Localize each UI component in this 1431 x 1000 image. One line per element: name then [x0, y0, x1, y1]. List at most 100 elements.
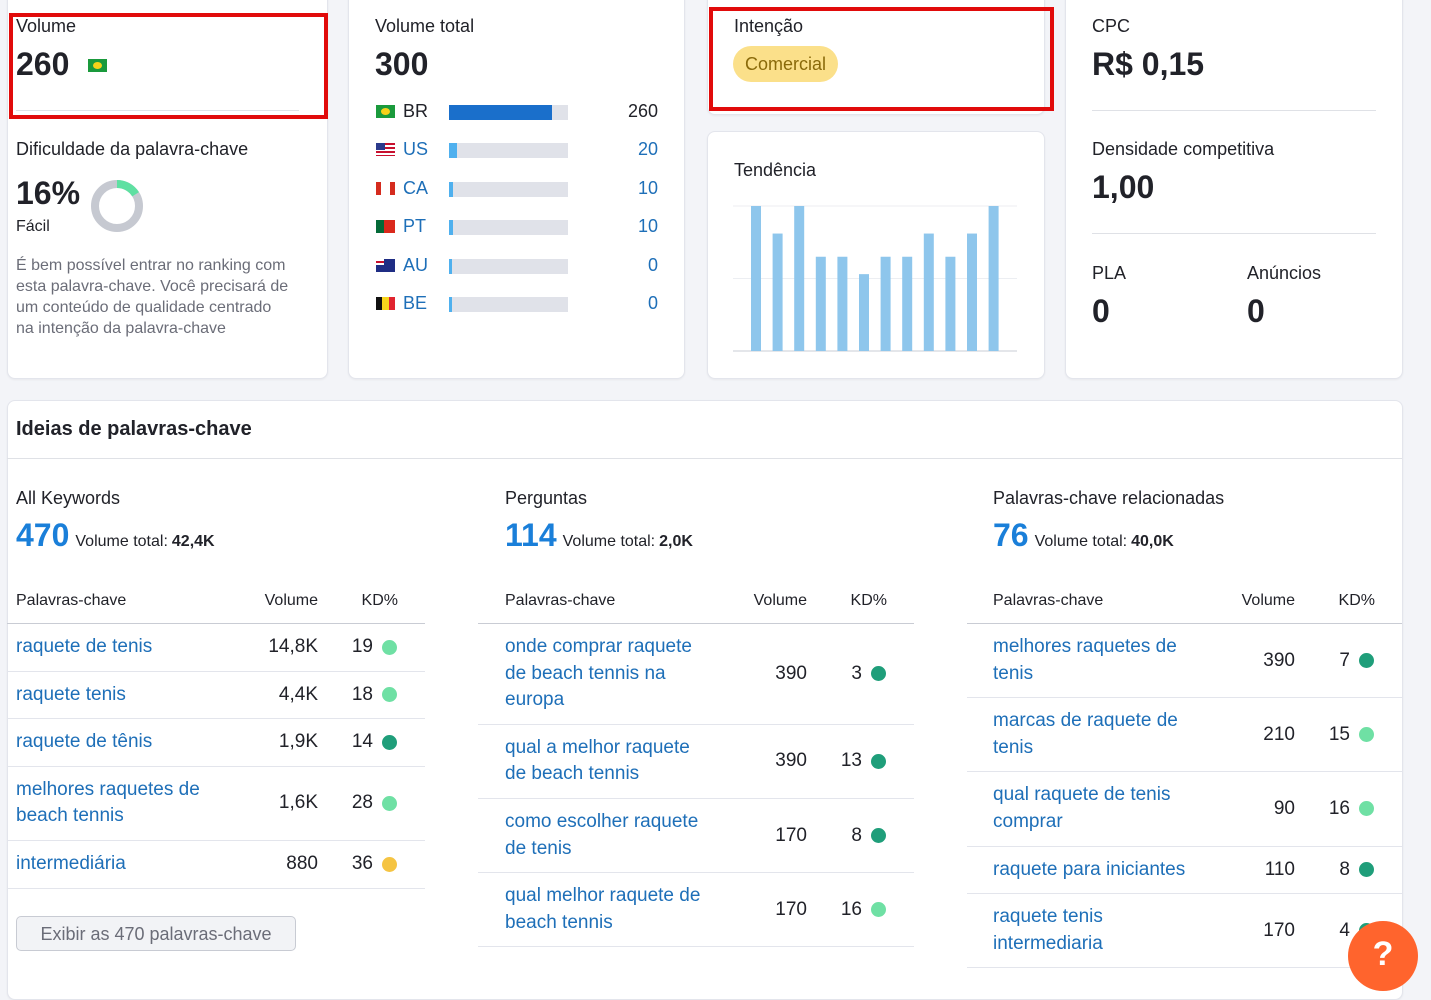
- keyword-link[interactable]: como escolher raquete de tenis: [505, 810, 699, 859]
- cpc-label: CPC: [1092, 16, 1131, 36]
- pla-label: PLA: [1092, 263, 1127, 283]
- keyword-row: onde comprar raquete de beach tennis na …: [478, 624, 914, 725]
- keyword-row: raquete de tênis 1,9K 14: [7, 719, 425, 767]
- country-bar: [449, 220, 453, 236]
- country-track: [449, 220, 568, 236]
- kd-dot: [382, 639, 397, 655]
- trend-bar: [967, 233, 977, 351]
- volume-cell: 210: [1263, 723, 1295, 745]
- kd-cell: 28: [351, 792, 373, 814]
- column-title: Palavras-chave relacionadas: [993, 488, 1225, 508]
- flag-icon: [376, 220, 395, 234]
- column-summary: 470 Volume total: 42,4K: [16, 517, 215, 554]
- keyword-row: marcas de raquete de tenis 210 15: [967, 698, 1402, 773]
- intent-label: Intenção: [734, 16, 804, 36]
- keyword-link[interactable]: raquete tenis intermediaria: [993, 906, 1103, 954]
- help-button[interactable]: ?: [1348, 921, 1418, 991]
- keyword-link[interactable]: raquete de tênis: [16, 731, 153, 753]
- keyword-link[interactable]: raquete tenis: [16, 683, 126, 705]
- kd-cell: 8: [851, 824, 862, 846]
- header-volume: Volume: [264, 592, 318, 609]
- keyword-table: onde comprar raquete de beach tennis na …: [478, 623, 914, 948]
- column-summary: 114 Volume total: 2,0K: [505, 517, 693, 554]
- volume-label: Volume: [16, 16, 77, 36]
- kd-dot: [1359, 862, 1374, 878]
- flag-icon: [376, 181, 395, 195]
- keyword-link[interactable]: melhores raquetes de tenis: [993, 636, 1177, 684]
- kd-cell: 36: [351, 853, 373, 875]
- keyword-row: raquete tenis 4,4K 18: [7, 672, 425, 720]
- keyword-row: intermediária 880 36: [7, 841, 425, 889]
- country-code: AU: [403, 254, 429, 275]
- country-bar: [449, 105, 553, 120]
- keyword-link[interactable]: marcas de raquete de tenis: [993, 710, 1178, 758]
- total-value: 2,0K: [659, 533, 693, 550]
- trend-chart: [733, 205, 1017, 352]
- trend-bar: [751, 206, 761, 351]
- header-volume: Volume: [1241, 592, 1295, 609]
- keyword-count[interactable]: 114: [505, 517, 557, 553]
- header-keyword: Palavras-chave: [993, 592, 1104, 609]
- column-summary: 76 Volume total: 40,0K: [993, 517, 1174, 554]
- keyword-link[interactable]: qual melhor raquete de beach tennis: [505, 885, 701, 933]
- page: Volume 260 Dificuldade da palavra-chave 16%…: [7, 0, 1418, 1000]
- highlight-box: [9, 13, 328, 119]
- header-keyword: Palavras-chave: [16, 592, 127, 609]
- density-value: 1,00: [1092, 169, 1155, 205]
- keyword-link[interactable]: onde comprar raquete de beach tennis na …: [505, 636, 692, 711]
- difficulty-level: Fácil: [16, 218, 50, 235]
- highlight-box: [709, 7, 1054, 111]
- country-value: 0: [647, 293, 658, 313]
- total-value: 42,4K: [171, 533, 215, 550]
- trend-bar: [794, 206, 805, 351]
- header-volume: Volume: [753, 592, 807, 609]
- volume-card: [7, 0, 328, 379]
- country-track: [449, 258, 568, 274]
- keyword-link[interactable]: melhores raquetes de beach tennis: [16, 778, 200, 827]
- keyword-row: melhores raquetes de beach tennis 1,6K 28: [7, 767, 425, 841]
- total-label: Volume total:: [75, 533, 168, 550]
- keyword-count[interactable]: 470: [16, 517, 70, 553]
- country-value: 260: [627, 101, 658, 121]
- kd-dot: [1359, 801, 1374, 817]
- flag-icon: [376, 105, 395, 118]
- country-bar: [449, 258, 452, 274]
- kd-dot: [871, 753, 886, 769]
- keyword-count[interactable]: 76: [993, 517, 1029, 553]
- trend-bar: [988, 206, 999, 351]
- ideas-card: [7, 400, 1403, 1000]
- volume-cell: 390: [1263, 649, 1295, 671]
- kd-dot: [382, 856, 397, 872]
- country-code: CA: [403, 177, 429, 198]
- kd-cell: 16: [840, 898, 862, 920]
- show-all-button[interactable]: Exibir as 470 palavras-chave: [16, 916, 296, 951]
- volume-cell: 110: [1264, 858, 1295, 880]
- kd-cell: 13: [840, 750, 862, 772]
- flag-icon: [376, 297, 395, 310]
- donut-arc: [91, 180, 143, 232]
- volume-cell: 4,4K: [278, 683, 318, 705]
- trend-bar: [902, 256, 913, 351]
- header-kd: KD%: [850, 592, 887, 609]
- keyword-link[interactable]: qual raquete de tenis comprar: [993, 784, 1171, 832]
- volume-cell: 390: [775, 662, 807, 684]
- divider: [1092, 110, 1376, 111]
- keyword-link[interactable]: raquete para iniciantes: [993, 858, 1186, 880]
- header-kd: KD%: [361, 592, 398, 609]
- difficulty-donut: [91, 180, 143, 232]
- kd-dot: [871, 828, 886, 844]
- kd-dot: [1359, 727, 1374, 743]
- volume-cell: 390: [775, 750, 807, 772]
- kd-cell: 14: [351, 731, 373, 753]
- keyword-link[interactable]: raquete de tenis: [16, 636, 153, 657]
- country-track: [449, 181, 568, 197]
- keyword-link[interactable]: intermediária: [16, 852, 126, 874]
- keyword-link[interactable]: qual a melhor raquete de beach tennis: [505, 736, 690, 785]
- keyword-row: melhores raquetes de tenis 390 7: [967, 624, 1402, 699]
- keyword-row: raquete para iniciantes 110 8: [967, 847, 1402, 895]
- country-track: [449, 297, 568, 312]
- volume-cell: 90: [1273, 797, 1295, 819]
- trend-bar: [859, 274, 869, 351]
- header-kd: KD%: [1338, 592, 1375, 609]
- volume-cell: 1,6K: [278, 792, 318, 814]
